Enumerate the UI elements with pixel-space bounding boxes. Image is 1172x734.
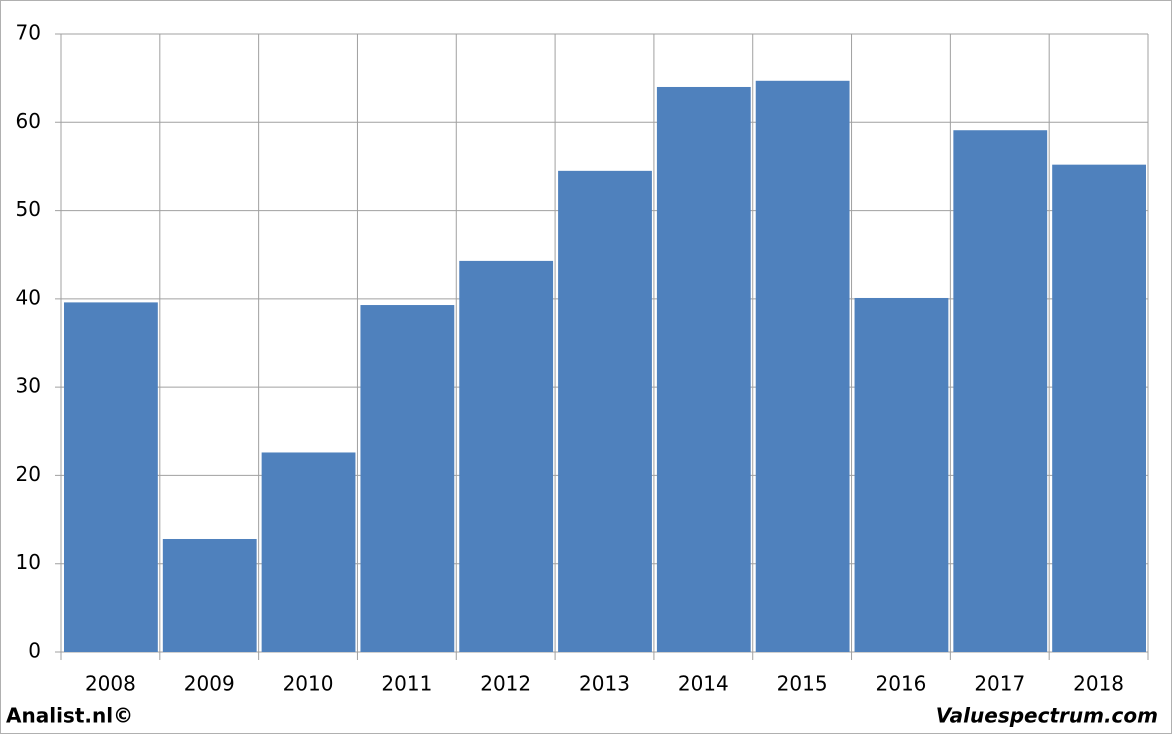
bar <box>558 170 652 653</box>
x-tick-label: 2008 <box>85 672 136 696</box>
bar <box>360 305 455 652</box>
bar <box>261 452 356 652</box>
bar <box>64 302 158 652</box>
y-tick-label: 10 <box>16 550 41 574</box>
y-tick-label: 0 <box>28 639 41 663</box>
y-tick-label: 30 <box>16 374 41 398</box>
x-tick-label: 2011 <box>381 672 432 696</box>
bar <box>162 538 257 652</box>
bar <box>656 86 751 652</box>
x-tick-label: 2017 <box>974 672 1025 696</box>
x-tick-label: 2009 <box>184 672 235 696</box>
y-tick-label: 70 <box>16 21 41 45</box>
y-tick-label: 20 <box>16 462 41 486</box>
x-tick-label: 2015 <box>777 672 828 696</box>
x-tick-label: 2014 <box>678 672 729 696</box>
bar <box>1052 164 1146 653</box>
x-tick-label: 2018 <box>1073 672 1124 696</box>
bar <box>755 80 850 652</box>
footer-left: Analist.nl© <box>6 704 133 728</box>
x-tick-label: 2010 <box>283 672 334 696</box>
x-tick-label: 2013 <box>579 672 630 696</box>
y-tick-label: 50 <box>16 197 41 221</box>
bar <box>854 297 949 652</box>
bar <box>953 130 1048 652</box>
x-tick-label: 2012 <box>480 672 531 696</box>
x-tick-label: 2016 <box>876 672 927 696</box>
bar <box>459 260 554 652</box>
footer-right: Valuespectrum.com <box>936 704 1158 728</box>
y-tick-label: 40 <box>16 285 41 309</box>
y-tick-label: 60 <box>16 109 41 133</box>
